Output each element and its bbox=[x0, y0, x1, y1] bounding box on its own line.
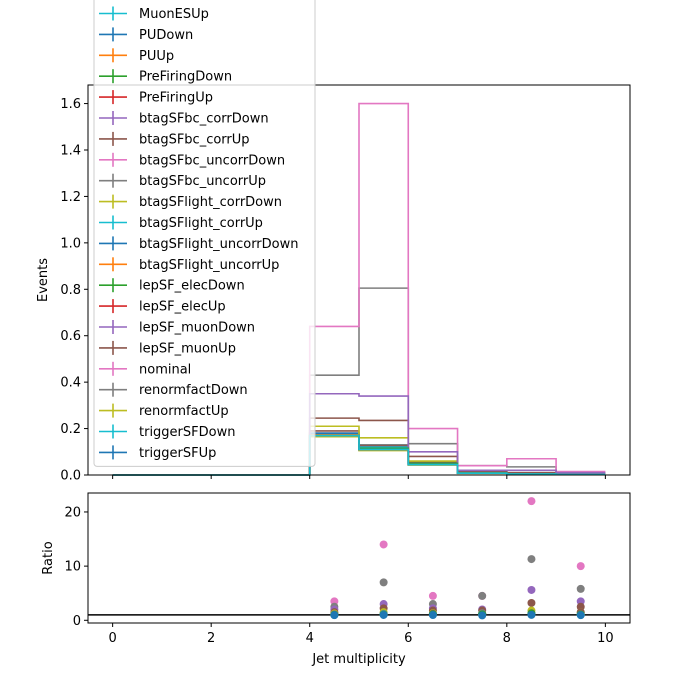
legend-item: btagSFbc_corrDown bbox=[99, 111, 269, 127]
legend-label: btagSFbc_corrUp bbox=[139, 132, 250, 147]
ratio-y-tick-label: 20 bbox=[64, 505, 81, 520]
events-y-tick-label: 0.8 bbox=[60, 283, 81, 298]
legend-item: lepSF_muonUp bbox=[99, 340, 236, 356]
ratio-point-btagSFbc_corrDown bbox=[527, 585, 536, 594]
ratio-point-triggerSFUp bbox=[379, 610, 388, 619]
events-y-tick-label: 1.6 bbox=[60, 97, 81, 112]
legend-label: lepSF_muonUp bbox=[139, 341, 236, 356]
legend-label: triggerSFDown bbox=[139, 425, 235, 440]
legend-item: triggerSFDown bbox=[99, 424, 235, 440]
legend-item: btagSFlight_corrUp bbox=[99, 215, 263, 231]
events-y-tick-label: 1.0 bbox=[60, 236, 81, 251]
legend-item: nominal bbox=[99, 361, 191, 377]
ratio-panel: 0 10 20 0 2 4 6 8 10 Ratio Jet multiplicity bbox=[41, 492, 631, 667]
ratio-point-btagSFbc_uncorrUp bbox=[379, 578, 388, 587]
events-y-axis-label: Events bbox=[36, 258, 51, 302]
legend-label: PreFiringUp bbox=[139, 91, 213, 106]
ratio-point-btagSFbc_uncorrUp bbox=[576, 584, 585, 593]
legend-item: renormfactDown bbox=[99, 382, 248, 398]
legend-item: btagSFbc_uncorrUp bbox=[99, 173, 266, 189]
legend-label: btagSFlight_corrUp bbox=[139, 216, 263, 231]
ratio-point-btagSFbc_uncorrDown bbox=[428, 591, 437, 600]
ratio-point-triggerSFUp bbox=[527, 610, 536, 619]
ratio-point-btagSFbc_uncorrDown bbox=[379, 540, 388, 549]
legend-label: lepSF_elecUp bbox=[139, 300, 226, 315]
legend-item: btagSFbc_corrUp bbox=[99, 131, 250, 147]
x-axis-label: Jet multiplicity bbox=[311, 652, 406, 667]
ratio-point-triggerSFUp bbox=[330, 611, 339, 620]
legend-item: renormfactUp bbox=[99, 403, 229, 419]
events-y-tick-label: 0.6 bbox=[60, 329, 81, 344]
x-tick-label: 6 bbox=[404, 631, 412, 646]
x-tick-label: 8 bbox=[503, 631, 511, 646]
events-y-tick-label: 0.2 bbox=[60, 422, 81, 437]
events-y-tick-label: 1.4 bbox=[60, 144, 81, 159]
legend-item: triggerSFUp bbox=[99, 445, 216, 461]
legend-item: btagSFlight_uncorrDown bbox=[99, 236, 299, 252]
ratio-point-btagSFbc_uncorrDown bbox=[576, 562, 585, 571]
x-tick-label: 10 bbox=[597, 631, 614, 646]
events-panel: 0.0 0.2 0.4 0.6 0.8 1.0 1.2 1.4 1.6 Events bbox=[36, 84, 631, 484]
ratio-y-tick-label: 10 bbox=[64, 560, 81, 575]
events-x-ticks bbox=[112, 475, 606, 479]
ratio-point-btagSFbc_uncorrUp bbox=[527, 555, 536, 564]
legend-item: lepSF_elecUp bbox=[99, 299, 226, 315]
legend-label: PreFiringDown bbox=[139, 70, 232, 85]
legend-label: triggerSFUp bbox=[139, 446, 216, 461]
x-tick-label: 2 bbox=[207, 631, 215, 646]
legend-label: btagSFbc_uncorrDown bbox=[139, 153, 285, 168]
legend-label: btagSFlight_uncorrDown bbox=[139, 237, 299, 252]
legend-item: MuonESUp bbox=[99, 6, 209, 22]
legend-item: lepSF_elecDown bbox=[99, 278, 245, 294]
ratio-x-ticks: 0 2 4 6 8 10 bbox=[108, 623, 614, 646]
legend-item: PUDown bbox=[99, 27, 193, 43]
legend-label: lepSF_elecDown bbox=[139, 279, 245, 294]
legend-item: PreFiringUp bbox=[99, 90, 213, 106]
ratio-y-tick-label: 0 bbox=[73, 614, 81, 629]
legend-label: lepSF_muonDown bbox=[139, 321, 255, 336]
legend-item: lepSF_muonDown bbox=[99, 320, 255, 336]
legend-label: btagSFlight_corrDown bbox=[139, 195, 282, 210]
legend-label: nominal bbox=[139, 362, 191, 377]
legend-item: btagSFlight_corrDown bbox=[99, 194, 282, 210]
events-y-tick-label: 0.4 bbox=[60, 376, 81, 391]
legend-item: btagSFlight_uncorrUp bbox=[99, 257, 279, 273]
ratio-points-group bbox=[330, 497, 585, 620]
legend-items: MuonESUp PUDown PUUp PreFiringDown PreFiring… bbox=[99, 6, 299, 461]
ratio-y-axis-label: Ratio bbox=[41, 541, 56, 574]
legend-label: PUUp bbox=[139, 49, 174, 64]
ratio-point-triggerSFUp bbox=[428, 611, 437, 620]
ratio-plot-frame bbox=[87, 492, 631, 624]
ratio-point-triggerSFUp bbox=[576, 611, 585, 620]
events-y-tick-label: 0.0 bbox=[60, 469, 81, 484]
legend-label: btagSFlight_uncorrUp bbox=[139, 258, 279, 273]
legend-label: btagSFbc_corrDown bbox=[139, 112, 269, 127]
x-tick-label: 0 bbox=[108, 631, 116, 646]
legend-item: btagSFbc_uncorrDown bbox=[99, 152, 285, 168]
legend-label: btagSFbc_uncorrUp bbox=[139, 174, 266, 189]
legend-item: PreFiringDown bbox=[99, 69, 232, 85]
ratio-point-btagSFbc_corrUp bbox=[527, 598, 536, 607]
legend-label: PUDown bbox=[139, 28, 193, 43]
legend-item: PUUp bbox=[99, 48, 174, 64]
ratio-y-ticks: 0 10 20 bbox=[64, 505, 88, 629]
ratio-point-btagSFbc_uncorrDown bbox=[527, 497, 536, 506]
ratio-point-btagSFbc_uncorrUp bbox=[478, 591, 487, 600]
legend-label: renormfactDown bbox=[139, 383, 248, 398]
events-y-tick-label: 1.2 bbox=[60, 190, 81, 205]
events-plot-frame bbox=[87, 84, 631, 476]
legend-box bbox=[93, 0, 316, 467]
legend: MuonESUp PUDown PUUp PreFiringDown PreFiring… bbox=[93, 0, 316, 467]
events-y-ticks: 0.0 0.2 0.4 0.6 0.8 1.0 1.2 1.4 1.6 bbox=[60, 97, 88, 484]
legend-label: renormfactUp bbox=[139, 404, 229, 419]
legend-label: MuonESUp bbox=[139, 7, 209, 22]
x-tick-label: 4 bbox=[306, 631, 314, 646]
ratio-point-triggerSFUp bbox=[478, 611, 487, 620]
